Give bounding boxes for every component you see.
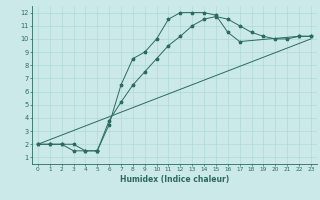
X-axis label: Humidex (Indice chaleur): Humidex (Indice chaleur)	[120, 175, 229, 184]
